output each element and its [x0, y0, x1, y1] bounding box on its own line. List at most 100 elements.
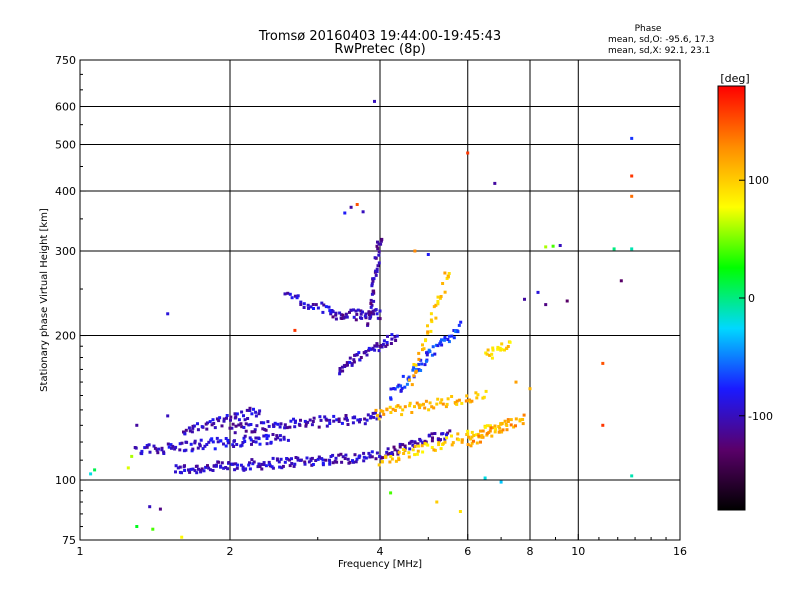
scatter-point	[349, 205, 353, 209]
trace-point	[424, 399, 428, 403]
scatter-point	[514, 380, 518, 384]
trace-point	[152, 444, 156, 448]
trace-point	[334, 456, 338, 460]
trace-point	[293, 294, 297, 298]
y-tick-label: 75	[62, 534, 76, 547]
trace-point	[485, 432, 489, 436]
trace-point	[413, 405, 416, 409]
trace-point	[470, 435, 474, 439]
trace-point	[479, 429, 482, 433]
trace-point	[380, 460, 384, 464]
trace-point	[256, 465, 260, 469]
trace-point	[252, 407, 255, 411]
trace-point	[236, 463, 239, 467]
trace-point	[167, 445, 171, 449]
trace-point	[397, 458, 401, 462]
trace-point	[235, 412, 239, 416]
trace-point	[374, 308, 378, 312]
trace-point	[514, 424, 517, 428]
trace-point	[331, 453, 335, 457]
trace-point	[357, 351, 361, 355]
trace-point	[249, 423, 253, 426]
trace-point	[470, 441, 474, 445]
trace-point	[259, 421, 263, 425]
trace-point	[373, 344, 377, 348]
trace-point	[497, 430, 501, 434]
trace-point	[232, 462, 236, 466]
trace-point	[303, 419, 307, 423]
trace-point	[505, 424, 509, 427]
trace-point	[234, 415, 238, 419]
trace-point	[296, 456, 300, 460]
x-tick-label: 2	[227, 545, 234, 558]
trace-point	[367, 451, 371, 455]
trace-point	[431, 436, 434, 440]
trace-point	[505, 428, 509, 432]
trace-point	[270, 465, 274, 469]
trace-point	[389, 342, 393, 345]
trace-point	[416, 442, 420, 446]
trace-point	[488, 353, 492, 357]
trace-point	[350, 362, 354, 366]
phase-stats-x: mean, sd,X: 92.1, 23.1	[608, 46, 710, 56]
trace-point	[445, 436, 449, 440]
trace-point	[339, 313, 343, 317]
trace-point	[318, 415, 322, 419]
trace-point	[419, 358, 423, 362]
trace-point	[225, 414, 229, 417]
trace-point	[407, 455, 411, 459]
trace-point	[170, 446, 173, 450]
trace-point	[397, 383, 401, 387]
trace-point	[352, 460, 355, 464]
trace-point	[509, 418, 513, 422]
trace-point	[285, 426, 289, 430]
x-tick-label: 1	[77, 545, 84, 558]
trace-point	[224, 437, 228, 440]
trace-point	[446, 397, 450, 401]
trace-point	[312, 307, 315, 310]
trace-point	[496, 347, 500, 351]
echo-points	[89, 99, 634, 539]
trace-point	[229, 415, 233, 419]
trace-point	[410, 383, 414, 387]
trace-point	[171, 444, 175, 448]
trace-point	[403, 385, 407, 389]
trace-point	[505, 347, 509, 350]
trace-point	[362, 451, 366, 455]
trace-point	[306, 420, 310, 424]
trace-point	[469, 437, 472, 441]
trace-point	[242, 414, 245, 418]
trace-point	[455, 399, 459, 403]
trace-point	[278, 434, 282, 438]
scatter-point	[93, 468, 97, 472]
trace-point	[370, 282, 374, 286]
trace-point	[286, 291, 290, 295]
trace-point	[367, 310, 371, 314]
trace-point	[456, 330, 460, 334]
scatter-point	[612, 247, 616, 251]
trace-point	[335, 418, 339, 422]
scatter-point	[619, 279, 623, 283]
trace-point	[321, 310, 325, 314]
trace-point	[352, 315, 356, 319]
trace-point	[266, 434, 270, 438]
scatter-point	[343, 211, 347, 215]
scatter-point	[544, 303, 548, 307]
trace-point	[430, 446, 434, 449]
trace-point	[412, 366, 416, 370]
trace-point	[299, 458, 302, 462]
trace-point	[428, 401, 432, 405]
trace-point	[334, 313, 338, 317]
trace-point	[385, 407, 389, 411]
trace-point	[191, 426, 195, 430]
trace-point	[328, 418, 332, 422]
trace-point	[485, 424, 489, 428]
trace-point	[262, 434, 266, 438]
trace-point	[323, 415, 327, 419]
trace-point	[432, 406, 436, 410]
trace-point	[232, 445, 236, 448]
trace-point	[388, 405, 392, 409]
trace-point	[394, 339, 398, 342]
scatter-point	[389, 491, 393, 495]
trace-point	[506, 345, 510, 348]
